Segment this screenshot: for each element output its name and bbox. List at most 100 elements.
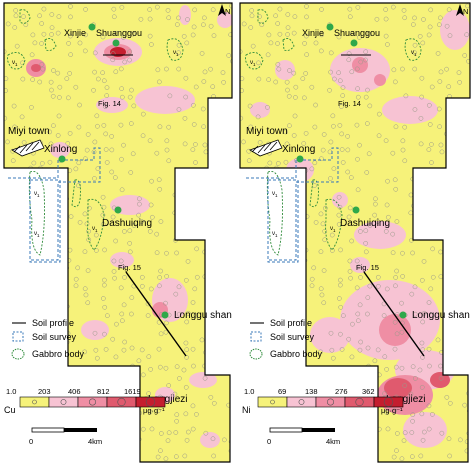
sample-point xyxy=(122,229,127,234)
sample-point xyxy=(265,104,270,110)
sample-point xyxy=(247,294,252,300)
sample-point xyxy=(357,302,363,308)
sample-point xyxy=(372,436,378,442)
sample-point xyxy=(392,177,398,183)
sample-point xyxy=(22,231,28,236)
sample-point xyxy=(430,411,435,417)
sample-point xyxy=(183,340,189,346)
sample-point xyxy=(294,301,300,306)
sample-point xyxy=(284,202,290,207)
sample-point xyxy=(122,59,128,65)
sample-point xyxy=(249,322,255,328)
sample-point xyxy=(462,53,468,58)
sample-point xyxy=(11,221,17,226)
sample-point xyxy=(172,391,178,397)
sample-point xyxy=(46,273,51,278)
sample-point xyxy=(282,238,288,243)
cu-anomaly-fig15 xyxy=(110,252,134,268)
cu-legend-soil-profile: Soil profile xyxy=(32,318,74,328)
sample-point xyxy=(249,455,254,461)
sample-point xyxy=(147,138,153,144)
sample-point xyxy=(183,75,189,81)
cu-anomaly-n xyxy=(179,5,191,25)
sample-point xyxy=(354,440,360,445)
sample-point xyxy=(156,408,161,414)
sample-point xyxy=(56,274,62,280)
sample-point xyxy=(173,291,179,297)
sample-point xyxy=(199,51,205,56)
sample-point xyxy=(19,418,25,424)
sample-point xyxy=(210,150,215,156)
sample-point xyxy=(420,319,426,325)
sample-point xyxy=(363,49,369,55)
sample-point xyxy=(113,431,118,436)
sample-point xyxy=(347,14,353,20)
sample-point xyxy=(58,365,64,371)
sample-point xyxy=(157,275,163,280)
sample-point xyxy=(446,141,452,146)
sample-point xyxy=(104,93,110,98)
sample-point xyxy=(127,240,133,246)
sample-point xyxy=(273,13,278,19)
sample-point xyxy=(275,161,281,166)
sample-point xyxy=(446,266,452,272)
sample-point xyxy=(4,346,9,352)
sample-point xyxy=(68,14,73,20)
sample-point xyxy=(210,247,216,252)
sample-point xyxy=(11,103,17,109)
sample-point xyxy=(48,141,54,147)
sample-point xyxy=(37,13,42,19)
sample-point xyxy=(112,175,118,180)
sample-point xyxy=(328,69,333,75)
sample-point xyxy=(366,151,372,157)
sample-point xyxy=(427,122,433,127)
sample-point xyxy=(259,22,265,28)
sample-point xyxy=(83,292,89,298)
ni-legend-break-1: 69 xyxy=(278,387,286,396)
sample-point xyxy=(337,204,343,210)
legend-swatch xyxy=(48,396,79,408)
sample-point xyxy=(446,187,451,192)
sample-point xyxy=(166,430,172,436)
cu-symbol-legend: Soil profile Soil survey Gabbro body xyxy=(11,318,85,360)
sample-point xyxy=(158,268,163,274)
sample-point xyxy=(367,457,372,462)
sample-point xyxy=(77,102,82,108)
sample-point xyxy=(277,31,283,37)
sample-point xyxy=(338,411,344,417)
sample-point xyxy=(210,84,216,90)
sample-point xyxy=(154,250,160,256)
sample-point xyxy=(383,33,389,39)
sample-point xyxy=(399,329,405,335)
sample-point xyxy=(349,354,355,360)
gabbro-body-n2 xyxy=(282,38,295,51)
sample-point xyxy=(22,186,28,192)
sample-point xyxy=(154,231,160,237)
sample-point xyxy=(394,219,400,224)
sample-point xyxy=(318,249,324,255)
sample-point xyxy=(31,268,37,273)
sample-point xyxy=(31,358,36,364)
sample-point xyxy=(345,133,350,139)
sample-point xyxy=(220,140,225,146)
sample-point xyxy=(183,94,189,100)
sample-point xyxy=(4,327,7,333)
sample-point xyxy=(146,391,151,396)
sample-point xyxy=(194,274,200,280)
sample-point xyxy=(284,141,290,147)
sample-point xyxy=(438,176,443,182)
sample-point xyxy=(410,22,416,27)
sample-point xyxy=(4,212,8,218)
legend-sample-symbol xyxy=(326,398,334,406)
sample-point xyxy=(202,210,208,215)
sample-point xyxy=(293,382,299,388)
sample-point xyxy=(202,69,208,75)
sample-point xyxy=(123,455,128,461)
sample-point xyxy=(420,437,426,443)
sample-point xyxy=(136,212,141,218)
sample-point xyxy=(372,212,377,218)
sample-point xyxy=(110,57,116,63)
ni-village-longgushan-marker xyxy=(399,311,407,319)
sample-point xyxy=(21,382,27,388)
sample-point xyxy=(183,277,189,283)
